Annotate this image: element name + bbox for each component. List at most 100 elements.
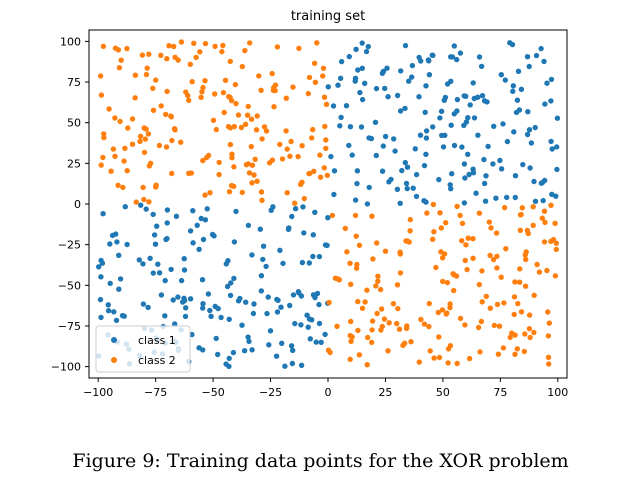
data-point-class-2 [512, 332, 518, 338]
data-point-class-2 [221, 109, 227, 116]
data-point-class-2 [444, 310, 450, 316]
data-point-class-1 [442, 94, 449, 101]
points-layer [96, 39, 561, 370]
data-point-class-2 [202, 78, 208, 84]
data-point-class-1 [145, 304, 151, 311]
data-point-class-1 [172, 321, 178, 327]
data-point-class-1 [211, 233, 217, 239]
data-point-class-1 [306, 316, 313, 322]
data-point-class-2 [503, 246, 509, 252]
data-point-class-1 [181, 267, 188, 273]
data-point-class-2 [534, 261, 540, 268]
data-point-class-2 [498, 274, 504, 280]
data-point-class-2 [112, 115, 118, 121]
data-point-class-1 [117, 276, 124, 282]
data-point-class-1 [423, 135, 430, 141]
data-point-class-1 [412, 146, 418, 152]
data-point-class-2 [445, 360, 451, 366]
data-point-class-2 [141, 149, 148, 156]
data-point-class-1 [448, 186, 454, 192]
data-point-class-1 [430, 124, 436, 130]
data-point-class-1 [461, 161, 468, 167]
data-point-class-1 [465, 115, 471, 121]
data-point-class-1 [426, 72, 433, 78]
data-point-class-2 [369, 327, 375, 333]
data-point-class-1 [349, 152, 355, 158]
data-point-class-2 [518, 309, 525, 315]
data-point-class-1 [196, 345, 202, 351]
data-point-class-1 [549, 191, 555, 197]
data-point-class-1 [527, 165, 533, 171]
data-point-class-2 [438, 225, 444, 231]
data-point-class-2 [365, 334, 371, 341]
data-point-class-2 [512, 351, 518, 357]
data-point-class-1 [241, 348, 248, 354]
data-point-class-2 [191, 40, 197, 46]
data-point-class-1 [278, 304, 284, 310]
data-point-class-2 [193, 54, 199, 61]
data-point-class-2 [101, 134, 107, 141]
data-point-class-2 [163, 111, 169, 118]
data-point-class-1 [459, 144, 465, 150]
data-point-class-1 [500, 121, 506, 127]
data-point-class-1 [526, 63, 532, 70]
data-point-class-2 [247, 40, 253, 46]
data-point-class-1 [346, 53, 352, 60]
data-point-class-2 [369, 318, 376, 324]
data-point-class-1 [526, 127, 533, 133]
data-point-class-2 [163, 144, 170, 150]
x-tick-label: 75 [493, 386, 507, 399]
data-point-class-2 [463, 242, 469, 248]
data-point-class-2 [202, 192, 208, 198]
data-point-class-2 [397, 270, 404, 276]
data-point-class-2 [296, 45, 302, 51]
data-point-class-1 [379, 70, 386, 77]
data-point-class-2 [373, 283, 379, 289]
data-point-class-2 [494, 301, 501, 308]
data-point-class-2 [496, 323, 503, 329]
data-point-class-1 [263, 263, 269, 270]
data-point-class-1 [314, 290, 321, 297]
data-point-class-1 [549, 146, 555, 152]
data-point-class-2 [169, 170, 175, 177]
data-point-class-1 [140, 261, 146, 267]
data-point-class-2 [171, 126, 178, 132]
data-point-class-1 [512, 194, 518, 201]
data-point-class-1 [379, 168, 386, 174]
data-point-class-1 [417, 132, 424, 138]
data-point-class-1 [554, 115, 561, 121]
data-point-class-2 [378, 327, 384, 333]
data-point-class-2 [440, 278, 446, 285]
data-point-class-2 [245, 103, 251, 110]
data-point-class-2 [290, 84, 296, 90]
data-point-class-1 [208, 313, 214, 319]
data-point-class-1 [105, 308, 112, 314]
data-point-class-1 [426, 58, 432, 64]
data-point-class-1 [476, 54, 483, 60]
data-point-class-2 [353, 233, 359, 239]
data-point-class-2 [220, 42, 226, 49]
data-point-class-1 [143, 206, 149, 212]
data-point-class-1 [473, 190, 479, 196]
data-point-class-1 [122, 204, 128, 210]
data-point-class-2 [487, 305, 493, 311]
data-point-class-1 [156, 270, 163, 276]
data-point-class-1 [124, 241, 130, 248]
data-point-class-2 [212, 91, 218, 97]
data-point-class-1 [516, 107, 523, 113]
data-point-class-2 [117, 118, 123, 125]
data-point-class-1 [292, 206, 299, 212]
data-point-class-1 [466, 171, 472, 178]
data-point-class-2 [112, 45, 119, 51]
data-point-class-1 [200, 236, 207, 243]
data-point-class-2 [242, 121, 249, 128]
data-point-class-1 [398, 68, 404, 74]
data-point-class-1 [421, 162, 428, 169]
data-point-class-1 [406, 78, 412, 84]
data-point-class-1 [251, 301, 257, 307]
data-point-class-1 [99, 260, 106, 266]
data-point-class-1 [316, 320, 323, 327]
data-point-class-1 [316, 253, 323, 260]
data-point-class-2 [284, 146, 290, 152]
data-point-class-2 [153, 182, 159, 188]
